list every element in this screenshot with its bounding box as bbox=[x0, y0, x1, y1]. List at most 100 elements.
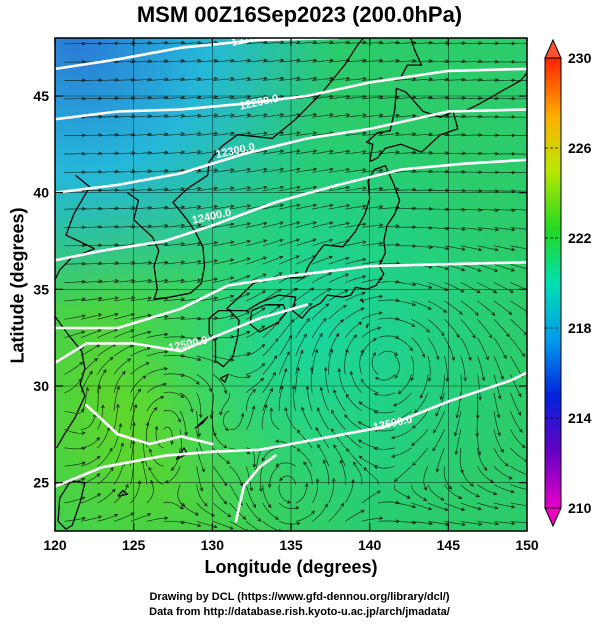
streamline-arrowhead bbox=[246, 257, 251, 261]
streamline bbox=[80, 226, 102, 228]
streamline-arrowhead bbox=[329, 113, 334, 117]
streamline bbox=[460, 79, 482, 81]
x-tick-label: 130 bbox=[201, 537, 225, 553]
streamline-arrowhead bbox=[528, 116, 531, 119]
streamline-arrowhead bbox=[528, 171, 531, 174]
streamline bbox=[130, 362, 150, 375]
streamline bbox=[163, 261, 185, 265]
streamline-arrowhead bbox=[494, 227, 499, 232]
streamline bbox=[97, 226, 119, 228]
streamline-arrowhead bbox=[322, 318, 327, 322]
streamline-arrowhead bbox=[478, 133, 483, 137]
streamline-arrowhead bbox=[481, 376, 486, 382]
streamline bbox=[361, 187, 383, 192]
streamline-arrowhead bbox=[504, 462, 509, 467]
streamline-arrowhead bbox=[85, 386, 89, 391]
streamline bbox=[427, 502, 448, 511]
streamline bbox=[311, 478, 319, 504]
contour-line bbox=[234, 454, 277, 523]
streamline bbox=[180, 42, 201, 45]
streamline bbox=[163, 520, 185, 524]
coastline-segment bbox=[117, 489, 129, 497]
streamline-arrowhead bbox=[358, 401, 363, 405]
streamline bbox=[444, 520, 466, 526]
streamline-arrowhead bbox=[148, 466, 152, 471]
streamline-arrowhead bbox=[101, 404, 105, 409]
streamline bbox=[394, 207, 416, 210]
streamline bbox=[477, 520, 499, 525]
streamline-arrowhead bbox=[423, 497, 428, 501]
streamline-arrowhead bbox=[362, 113, 367, 117]
streamline bbox=[477, 208, 499, 211]
streamline-arrowhead bbox=[377, 326, 382, 331]
streamline bbox=[80, 208, 102, 210]
streamline-arrowhead bbox=[478, 227, 483, 232]
streamline-arrowhead bbox=[357, 421, 362, 425]
streamline bbox=[163, 317, 185, 320]
streamline bbox=[97, 280, 119, 283]
streamline bbox=[113, 329, 134, 339]
streamline-arrowhead bbox=[296, 185, 301, 190]
streamline-arrowhead bbox=[164, 242, 169, 246]
streamline-arrowhead bbox=[495, 59, 500, 64]
streamline bbox=[229, 311, 250, 320]
streamline-arrowhead bbox=[362, 149, 367, 154]
streamline-arrowhead bbox=[262, 290, 267, 294]
streamline bbox=[510, 355, 523, 378]
streamline-arrowhead bbox=[358, 321, 363, 326]
colorbar-min-arrow bbox=[544, 507, 562, 528]
streamline bbox=[196, 242, 218, 247]
streamline-arrowhead bbox=[362, 76, 367, 81]
streamline bbox=[295, 287, 314, 302]
streamline bbox=[394, 502, 416, 508]
streamline bbox=[394, 189, 416, 192]
streamline bbox=[97, 467, 114, 485]
streamline bbox=[212, 520, 234, 530]
streamline bbox=[353, 462, 363, 485]
streamline-arrowhead bbox=[517, 411, 522, 416]
streamline-arrowhead bbox=[444, 287, 449, 291]
streamline bbox=[312, 239, 333, 247]
streamline bbox=[180, 60, 201, 63]
streamline-arrowhead bbox=[197, 150, 202, 154]
coastline-segment bbox=[57, 480, 86, 530]
streamline-arrowhead bbox=[299, 349, 304, 354]
streamline-arrowhead bbox=[129, 344, 134, 349]
streamline bbox=[493, 355, 504, 380]
streamline bbox=[259, 466, 264, 492]
streamline-arrowhead bbox=[406, 495, 411, 499]
streamline bbox=[493, 337, 507, 359]
streamline-arrowhead bbox=[214, 113, 219, 118]
x-tick-label: 150 bbox=[515, 537, 539, 553]
streamline-arrowhead bbox=[181, 95, 186, 100]
streamline-arrowhead bbox=[213, 296, 219, 301]
streamline-arrowhead bbox=[290, 318, 295, 323]
streamline-arrowhead bbox=[314, 348, 318, 353]
streamline bbox=[113, 404, 119, 430]
streamline-arrowhead bbox=[197, 131, 202, 136]
streamline bbox=[493, 245, 515, 251]
streamline-arrowhead bbox=[213, 277, 218, 282]
streamline bbox=[113, 60, 135, 63]
streamline-arrowhead bbox=[432, 447, 436, 452]
streamline-arrowhead bbox=[296, 167, 301, 172]
streamline bbox=[345, 187, 366, 192]
streamline bbox=[361, 278, 383, 283]
streamline bbox=[312, 204, 333, 210]
streamline-arrowhead bbox=[252, 388, 257, 393]
streamline bbox=[196, 96, 218, 100]
streamline-arrowhead bbox=[329, 203, 334, 208]
streamline-arrowhead bbox=[131, 278, 136, 283]
streamline-arrowhead bbox=[296, 221, 301, 225]
streamline-arrowhead bbox=[280, 58, 285, 63]
coastline-segment bbox=[208, 309, 240, 368]
streamline bbox=[113, 152, 135, 155]
contour-line bbox=[55, 261, 527, 330]
streamline bbox=[279, 150, 300, 155]
streamline-arrowhead bbox=[409, 347, 413, 352]
streamline bbox=[196, 60, 218, 63]
streamline bbox=[212, 429, 227, 448]
streamline bbox=[279, 204, 300, 210]
streamline bbox=[340, 460, 346, 485]
streamline-arrowhead bbox=[98, 225, 103, 229]
